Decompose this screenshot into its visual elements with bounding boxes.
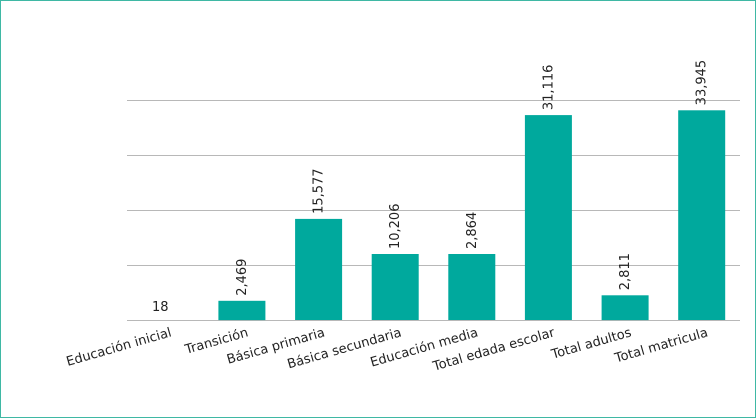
value-label-0: 18 xyxy=(152,300,169,315)
bar-3 xyxy=(371,254,419,320)
gridlines xyxy=(127,100,740,321)
bar-2 xyxy=(295,218,343,320)
bars xyxy=(218,110,726,321)
bar-1 xyxy=(218,300,266,321)
bar-5 xyxy=(524,115,572,320)
value-label-5: 31,116 xyxy=(541,65,556,111)
value-label-2: 15,577 xyxy=(312,168,327,214)
value-label-7: 33,945 xyxy=(695,60,710,106)
value-labels: 18 2,469 15,577 10,206 2,864 31,116 2,811 33,94… xyxy=(152,60,710,315)
value-label-6: 2,811 xyxy=(618,253,633,290)
value-label-4: 2,864 xyxy=(465,212,480,249)
bar-6 xyxy=(601,295,649,321)
bar-4 xyxy=(448,254,496,320)
value-label-1: 2,469 xyxy=(235,259,250,296)
bar-7 xyxy=(678,110,726,320)
value-label-3: 10,206 xyxy=(388,204,403,250)
category-label-0: Educación inicial xyxy=(65,325,174,369)
